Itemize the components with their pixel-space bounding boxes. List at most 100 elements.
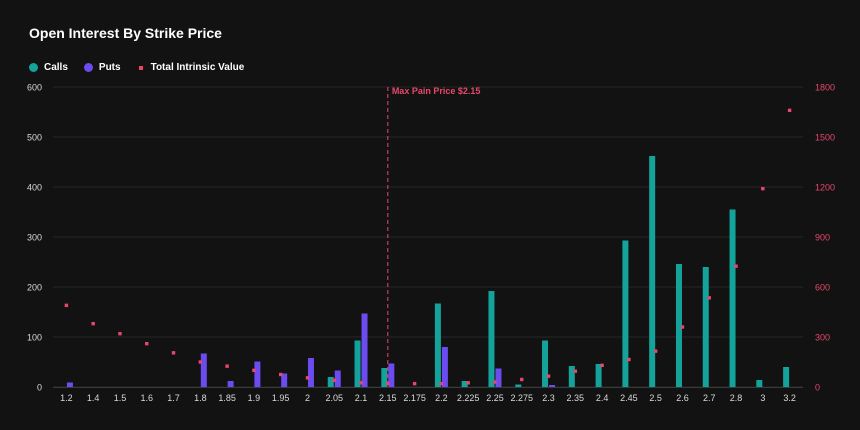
- puts-bar: [200, 353, 207, 387]
- calls-bar: [595, 364, 602, 387]
- x-axis-tick-label: 1.9: [248, 393, 261, 403]
- intrinsic-value-point: [493, 380, 497, 384]
- puts-bar: [495, 368, 502, 387]
- calls-bar: [434, 303, 441, 387]
- intrinsic-value-point: [412, 381, 417, 386]
- left-axis-tick-label: 200: [27, 283, 42, 293]
- x-axis-tick-label: 1.95: [272, 393, 290, 403]
- intrinsic-value-point: [305, 376, 310, 380]
- intrinsic-value-point: [439, 381, 444, 386]
- intrinsic-value-point: [118, 331, 122, 336]
- intrinsic-value-point: [91, 321, 95, 326]
- right-axis-tick-label: 1800: [815, 83, 835, 93]
- calls-bar: [381, 368, 388, 387]
- legend-label-calls: Calls: [44, 62, 68, 73]
- x-axis-tick-label: 1.85: [218, 393, 236, 403]
- intrinsic-value-point: [466, 381, 470, 385]
- calls-bar: [649, 156, 656, 387]
- right-axis-tick-label: 600: [815, 283, 830, 293]
- legend-item-intrinsic[interactable]: Total Intrinsic Value: [137, 62, 245, 73]
- x-axis-tick-label: 1.5: [114, 393, 127, 403]
- left-axis-tick-label: 600: [27, 83, 42, 93]
- calls-bar: [568, 366, 575, 387]
- x-axis-tick-label: 2.7: [703, 393, 716, 403]
- intrinsic-value-point: [653, 349, 658, 353]
- intrinsic-value-point: [332, 378, 336, 383]
- legend-item-calls[interactable]: Calls: [29, 62, 68, 73]
- chart-title: Open Interest By Strike Price: [29, 25, 222, 41]
- puts-bar: [334, 370, 341, 387]
- calls-bar: [675, 264, 682, 387]
- intrinsic-value-point: [573, 369, 578, 373]
- x-axis-tick-label: 1.4: [87, 393, 100, 403]
- intrinsic-value-point: [520, 377, 524, 382]
- x-axis-tick-label: 2.25: [486, 393, 504, 403]
- x-axis-tick-label: 2.3: [542, 393, 555, 403]
- puts-bar: [227, 381, 234, 387]
- right-axis-tick-label: 900: [815, 233, 830, 243]
- x-axis-tick-label: 2.6: [676, 393, 689, 403]
- calls-bar: [461, 381, 468, 387]
- left-axis-tick-label: 500: [27, 133, 42, 143]
- x-axis-tick-label: 2: [305, 393, 310, 403]
- puts-bar: [549, 385, 556, 387]
- x-axis-tick-label: 3: [760, 393, 765, 403]
- puts-bar: [441, 347, 448, 387]
- calls-bar: [729, 209, 736, 387]
- x-axis-tick-label: 1.6: [140, 393, 153, 403]
- x-axis-tick-label: 1.2: [60, 393, 73, 403]
- x-axis-tick-label: 2.275: [510, 393, 533, 403]
- x-axis-tick-label: 2.15: [379, 393, 397, 403]
- x-axis-tick-label: 2.175: [403, 393, 426, 403]
- legend-item-puts[interactable]: Puts: [83, 62, 121, 73]
- puts-bar: [388, 363, 395, 387]
- calls-bar: [756, 380, 763, 387]
- puts-bar: [66, 382, 73, 387]
- legend-swatch-puts: [83, 63, 93, 72]
- right-axis-tick-label: 300: [815, 333, 830, 343]
- intrinsic-value-point: [252, 368, 256, 373]
- legend-swatch-intrinsic: [138, 65, 143, 70]
- puts-bar: [254, 361, 261, 387]
- left-axis-tick-label: 400: [27, 183, 42, 193]
- max-pain-label: Max Pain Price $2.15: [392, 86, 481, 96]
- left-axis-tick-label: 300: [27, 233, 42, 243]
- calls-bar: [488, 291, 495, 387]
- x-axis-tick-label: 2.2: [435, 393, 448, 403]
- intrinsic-value-point: [198, 360, 203, 364]
- puts-bar: [307, 358, 314, 387]
- x-axis-tick-label: 2.5: [649, 393, 662, 403]
- x-axis-tick-label: 2.225: [457, 393, 480, 403]
- calls-bar: [327, 377, 334, 387]
- intrinsic-value-point: [734, 264, 738, 268]
- legend-label-puts: Puts: [98, 62, 121, 73]
- calls-bar: [515, 384, 522, 387]
- legend-swatch-calls: [29, 63, 38, 72]
- intrinsic-value-point: [278, 372, 283, 377]
- calls-bar: [354, 340, 361, 387]
- calls-bar: [622, 240, 629, 387]
- intrinsic-value-point: [787, 108, 792, 113]
- x-axis-tick-label: 2.1: [355, 393, 368, 403]
- x-axis-tick-label: 3.2: [783, 393, 796, 403]
- puts-bar: [361, 313, 368, 387]
- right-axis-tick-label: 0: [815, 383, 820, 393]
- intrinsic-value-point: [546, 374, 551, 378]
- right-axis-tick-label: 1500: [815, 133, 835, 143]
- x-axis-tick-label: 2.45: [620, 393, 638, 403]
- x-axis-tick-label: 1.7: [167, 393, 180, 403]
- legend-label-intrinsic: Total Intrinsic Value: [150, 62, 245, 73]
- intrinsic-value-point: [171, 351, 176, 355]
- puts-bar: [281, 373, 288, 387]
- intrinsic-value-point: [359, 381, 363, 385]
- intrinsic-value-point: [761, 186, 765, 191]
- calls-bar: [702, 267, 709, 387]
- x-axis-tick-label: 1.8: [194, 393, 207, 403]
- right-axis-tick-label: 1200: [815, 183, 835, 193]
- intrinsic-value-point: [600, 363, 604, 368]
- calls-bar: [783, 367, 790, 387]
- intrinsic-value-point: [145, 341, 149, 346]
- x-axis-tick-label: 2.4: [596, 393, 609, 403]
- x-axis-tick-label: 2.8: [730, 393, 743, 403]
